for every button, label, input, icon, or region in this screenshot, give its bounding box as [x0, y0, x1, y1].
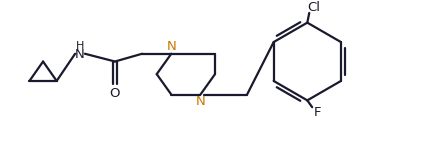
Text: N: N — [166, 40, 176, 54]
Text: O: O — [110, 87, 120, 100]
Text: Cl: Cl — [307, 1, 320, 14]
Text: N: N — [75, 48, 85, 61]
Text: N: N — [195, 95, 205, 108]
Text: H: H — [76, 41, 84, 51]
Text: F: F — [313, 106, 320, 120]
